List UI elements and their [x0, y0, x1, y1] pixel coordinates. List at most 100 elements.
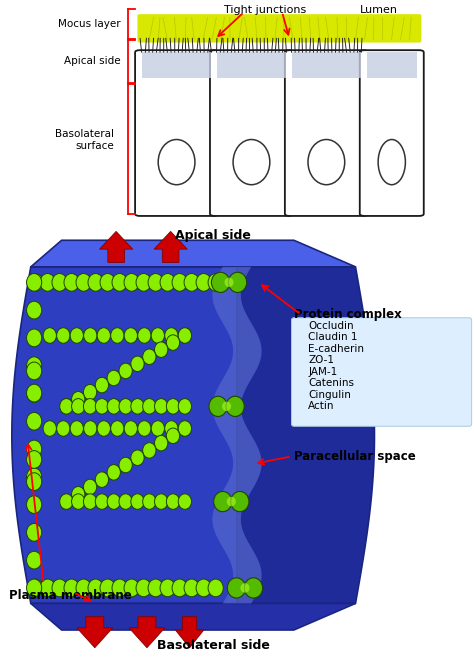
- Text: Occludin: Occludin: [308, 321, 354, 330]
- Ellipse shape: [131, 356, 144, 371]
- Ellipse shape: [196, 579, 211, 597]
- Ellipse shape: [27, 357, 42, 375]
- Ellipse shape: [40, 274, 55, 292]
- Ellipse shape: [226, 396, 244, 416]
- Ellipse shape: [76, 274, 91, 292]
- Ellipse shape: [208, 579, 223, 597]
- Text: Tight junctions: Tight junctions: [224, 5, 307, 15]
- Ellipse shape: [83, 385, 97, 400]
- Ellipse shape: [378, 139, 405, 184]
- Ellipse shape: [245, 578, 263, 598]
- Polygon shape: [175, 617, 204, 648]
- Ellipse shape: [60, 399, 73, 414]
- Ellipse shape: [166, 428, 180, 444]
- FancyBboxPatch shape: [285, 50, 368, 216]
- Ellipse shape: [72, 399, 85, 414]
- Ellipse shape: [83, 421, 97, 436]
- Bar: [292, 52, 361, 78]
- Ellipse shape: [76, 579, 91, 597]
- Ellipse shape: [240, 583, 249, 593]
- Ellipse shape: [158, 139, 195, 184]
- Ellipse shape: [209, 396, 227, 416]
- Bar: [142, 52, 211, 78]
- Ellipse shape: [165, 421, 178, 436]
- Ellipse shape: [100, 274, 115, 292]
- Ellipse shape: [124, 421, 137, 436]
- Ellipse shape: [43, 421, 56, 436]
- Ellipse shape: [27, 451, 42, 469]
- Ellipse shape: [52, 274, 67, 292]
- Ellipse shape: [172, 579, 187, 597]
- Ellipse shape: [136, 579, 151, 597]
- Ellipse shape: [95, 399, 109, 414]
- Ellipse shape: [43, 328, 56, 343]
- Ellipse shape: [95, 377, 109, 393]
- Ellipse shape: [28, 274, 43, 292]
- Ellipse shape: [119, 363, 132, 379]
- Text: Claudin 1: Claudin 1: [308, 332, 357, 342]
- Ellipse shape: [27, 579, 42, 597]
- Ellipse shape: [143, 349, 156, 364]
- Ellipse shape: [231, 492, 249, 512]
- Ellipse shape: [72, 486, 85, 502]
- Polygon shape: [31, 241, 356, 267]
- Ellipse shape: [40, 579, 55, 597]
- Ellipse shape: [155, 399, 168, 414]
- Ellipse shape: [225, 278, 234, 287]
- Ellipse shape: [166, 335, 180, 350]
- Polygon shape: [212, 267, 262, 603]
- Ellipse shape: [148, 274, 163, 292]
- Ellipse shape: [131, 399, 144, 414]
- Ellipse shape: [119, 399, 132, 414]
- Ellipse shape: [70, 328, 83, 343]
- Ellipse shape: [228, 578, 246, 598]
- Ellipse shape: [88, 274, 103, 292]
- Ellipse shape: [27, 468, 42, 486]
- Text: Mocus layer: Mocus layer: [58, 19, 121, 29]
- Ellipse shape: [124, 579, 139, 597]
- Bar: [367, 52, 417, 78]
- Ellipse shape: [27, 412, 42, 430]
- Ellipse shape: [57, 421, 70, 436]
- Ellipse shape: [60, 399, 73, 414]
- FancyBboxPatch shape: [292, 318, 472, 426]
- FancyBboxPatch shape: [210, 50, 293, 216]
- Ellipse shape: [222, 402, 231, 411]
- Ellipse shape: [178, 399, 191, 414]
- Ellipse shape: [131, 494, 144, 510]
- Ellipse shape: [138, 421, 151, 436]
- Polygon shape: [100, 231, 133, 262]
- Ellipse shape: [64, 274, 79, 292]
- Ellipse shape: [60, 494, 73, 510]
- Polygon shape: [77, 617, 113, 648]
- Ellipse shape: [151, 421, 164, 436]
- Ellipse shape: [60, 494, 73, 510]
- Text: JAM-1: JAM-1: [308, 367, 337, 377]
- Text: Paracellular space: Paracellular space: [294, 450, 416, 463]
- Ellipse shape: [136, 274, 151, 292]
- Ellipse shape: [83, 479, 97, 494]
- Polygon shape: [154, 231, 187, 262]
- Text: ZO-1: ZO-1: [308, 356, 334, 366]
- Ellipse shape: [83, 399, 97, 414]
- Ellipse shape: [184, 274, 199, 292]
- Ellipse shape: [124, 274, 139, 292]
- Ellipse shape: [119, 457, 132, 473]
- Ellipse shape: [208, 274, 223, 292]
- Text: Cingulin: Cingulin: [308, 390, 351, 400]
- Text: E-cadherin: E-cadherin: [308, 344, 364, 354]
- Polygon shape: [31, 603, 356, 630]
- Ellipse shape: [72, 391, 85, 407]
- Ellipse shape: [95, 494, 109, 510]
- Ellipse shape: [110, 421, 124, 436]
- Ellipse shape: [107, 370, 120, 386]
- Text: Apical side: Apical side: [175, 229, 251, 242]
- Text: Lumen: Lumen: [360, 5, 398, 15]
- Ellipse shape: [308, 139, 345, 184]
- FancyBboxPatch shape: [137, 14, 421, 42]
- Ellipse shape: [178, 421, 191, 436]
- Ellipse shape: [27, 274, 42, 292]
- Ellipse shape: [138, 328, 151, 343]
- Polygon shape: [129, 617, 165, 648]
- Ellipse shape: [107, 399, 120, 414]
